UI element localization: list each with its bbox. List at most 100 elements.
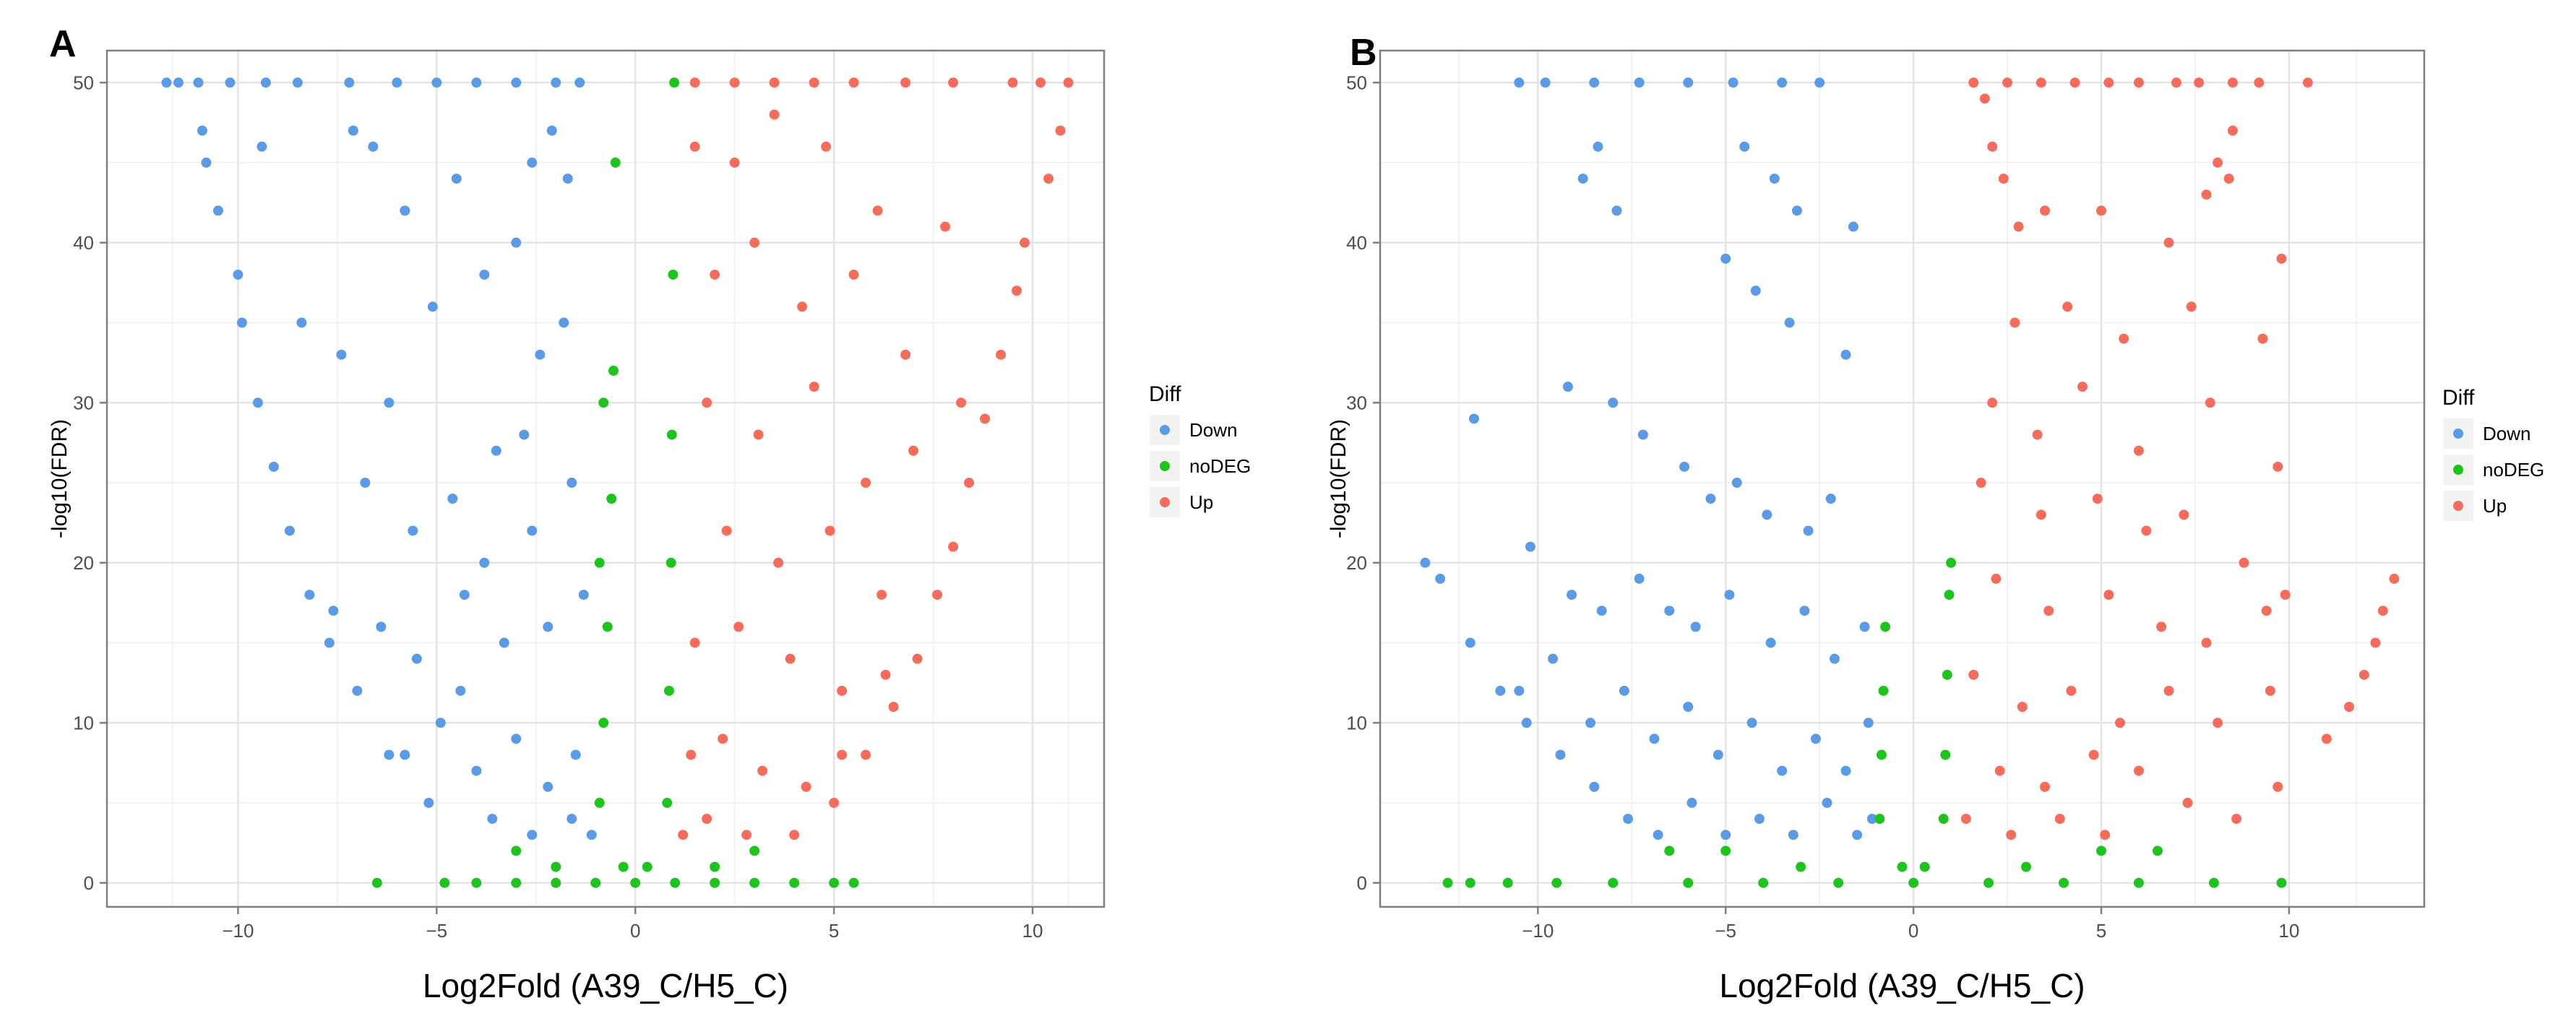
panel-b-point-up xyxy=(2114,718,2125,728)
panel-a-point-nodeg xyxy=(642,861,652,872)
panel-b-point-down xyxy=(1822,798,1832,809)
panel-b-point-up xyxy=(1976,478,1986,488)
panel-b-point-up xyxy=(2261,606,2272,616)
panel-b-point-down xyxy=(1495,685,1506,696)
panel-b-y-tick-label: 50 xyxy=(1346,72,1367,93)
panel-a-point-up xyxy=(702,814,712,825)
panel-a-point-down xyxy=(562,173,573,184)
panel-b-point-down xyxy=(1825,494,1836,504)
panel-a-point-down xyxy=(197,125,207,136)
panel-b-point-down xyxy=(1637,429,1648,440)
panel-a-point-down xyxy=(499,637,509,648)
panel-a-point-down xyxy=(535,349,546,360)
panel-a-point-down xyxy=(479,557,490,568)
panel-a-point-down xyxy=(459,590,470,600)
panel-a-point-up xyxy=(1007,77,1018,88)
panel-b-point-up xyxy=(2231,814,2242,825)
panel-b-point-down xyxy=(1803,525,1814,536)
panel-a-point-down xyxy=(348,125,358,136)
panel-b-legend-label-nodeg: noDEG xyxy=(2483,459,2544,481)
panel-b-point-up xyxy=(2344,702,2355,712)
panel-a-point-down xyxy=(336,349,347,360)
panel-a-point-down xyxy=(543,781,553,792)
panel-b-point-down xyxy=(1555,749,1566,760)
panel-b-series-up xyxy=(1960,77,2400,840)
panel-a-point-nodeg xyxy=(602,621,613,632)
panel-b-point-up xyxy=(2239,557,2249,568)
panel-a-point-nodeg xyxy=(594,798,605,809)
panel-a-y-tick-label: 40 xyxy=(73,232,94,254)
panel-a-point-down xyxy=(455,685,466,696)
panel-a-points xyxy=(161,77,1074,888)
panel-b-point-down xyxy=(1840,349,1851,360)
panel-a-point-nodeg xyxy=(749,877,760,888)
panel-b-legend: Diff Down noDEG Up xyxy=(2442,386,2544,522)
panel-b-point-down xyxy=(1713,749,1723,760)
panel-a-point-nodeg xyxy=(630,877,641,888)
panel-b-point-up xyxy=(2227,77,2238,88)
panel-a-point-nodeg xyxy=(590,877,601,888)
panel-b-y-tick-label: 20 xyxy=(1346,552,1367,574)
panel-b-point-nodeg xyxy=(1897,861,1908,872)
panel-a-legend-swatch-down xyxy=(1160,425,1170,435)
panel-b-point-nodeg xyxy=(2276,877,2287,888)
panel-a-point-up xyxy=(689,637,700,648)
panel-a-point-up xyxy=(718,733,728,744)
panel-a-point-up xyxy=(829,798,840,809)
panel-a-legend-swatch-nodeg xyxy=(1160,461,1170,471)
panel-a-point-up xyxy=(721,525,732,536)
panel-a-point-nodeg xyxy=(511,877,522,888)
panel-b-y-tick-label: 0 xyxy=(1357,872,1367,894)
panel-b-point-nodeg xyxy=(1940,749,1951,760)
panel-a-point-up xyxy=(689,77,700,88)
panel-a-point-up xyxy=(861,749,871,760)
panel-b-y-tick-label: 40 xyxy=(1346,232,1367,254)
panel-a-point-up xyxy=(964,478,975,488)
panel-a-point-nodeg xyxy=(665,557,676,568)
panel-a-point-up xyxy=(801,781,811,792)
panel-a-point-up xyxy=(689,141,700,152)
panel-a-point-down xyxy=(268,461,279,472)
panel-a-point-up xyxy=(880,669,891,680)
panel-b-point-down xyxy=(1611,205,1622,216)
panel-b-legend-label-up: Up xyxy=(2483,495,2507,517)
panel-a-y-tick-label: 30 xyxy=(73,392,94,413)
panel-a-point-nodeg xyxy=(610,158,621,168)
panel-b-legend-swatch-nodeg xyxy=(2453,465,2463,475)
panel-b-point-up xyxy=(2389,573,2400,584)
panel-b-points xyxy=(1420,77,2400,888)
panel-b-point-up xyxy=(2133,77,2144,88)
panel-a-point-down xyxy=(304,590,315,600)
panel-b-point-up xyxy=(2141,525,2152,536)
panel-b-point-up xyxy=(2040,205,2051,216)
panel-b-point-down xyxy=(1465,637,1476,648)
panel-a-point-up xyxy=(686,749,697,760)
panel-a-point-down xyxy=(435,718,446,728)
panel-a-point-up xyxy=(1035,77,1046,88)
panel-a-point-down xyxy=(225,77,236,88)
panel-b-point-down xyxy=(1848,221,1858,232)
panel-b-point-down xyxy=(1562,382,1573,392)
panel-a-point-down xyxy=(543,621,553,632)
panel-b-point-up xyxy=(2276,253,2287,264)
panel-a-point-up xyxy=(773,557,784,568)
panel-b-legend-title: Diff xyxy=(2442,386,2475,410)
panel-b-point-down xyxy=(1634,573,1645,584)
panel-b-point-up xyxy=(1968,77,1979,88)
panel-b-point-up xyxy=(2377,606,2388,616)
panel-b-series-nodeg xyxy=(1442,557,2287,888)
panel-b-point-up xyxy=(2163,237,2174,248)
panel-a-point-down xyxy=(574,77,585,88)
panel-a-point-nodeg xyxy=(618,861,629,872)
panel-a-point-up xyxy=(908,445,919,456)
panel-b-point-down xyxy=(1720,253,1731,264)
panel-a-point-down xyxy=(233,270,244,280)
panel-b-point-down xyxy=(1679,461,1690,472)
panel-a-point-up xyxy=(769,109,780,120)
panel-a-point-nodeg xyxy=(710,877,720,888)
panel-b-point-up xyxy=(2179,509,2189,520)
panel-a-point-down xyxy=(173,77,184,88)
panel-a-point-down xyxy=(527,158,538,168)
